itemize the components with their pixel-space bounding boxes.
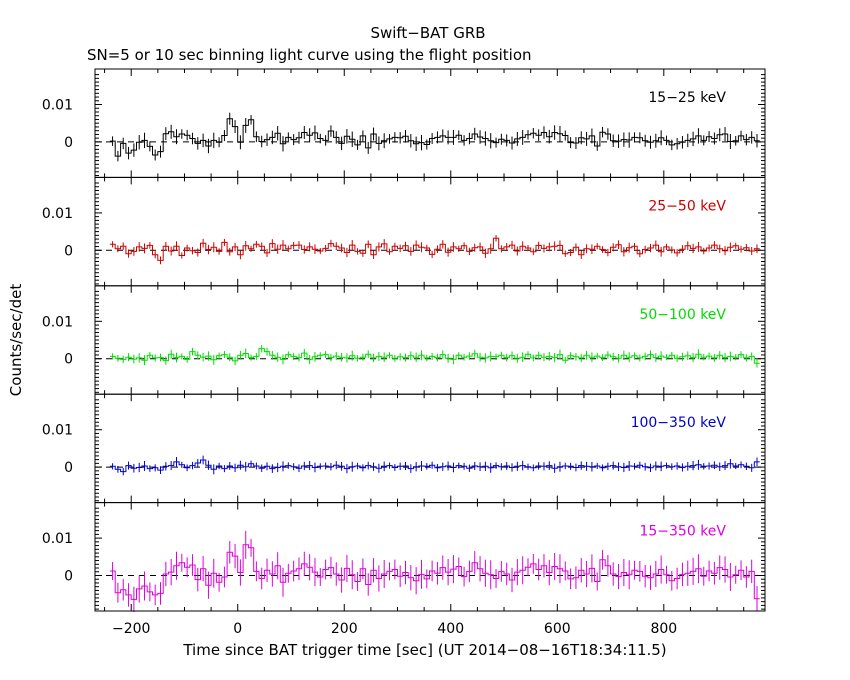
x-tick-label: 800 [650, 621, 677, 637]
series-step-line [109, 237, 760, 261]
y-tick-label: 0 [64, 352, 73, 368]
panel-frame [94, 68, 766, 178]
y-tick-label: 0.01 [42, 531, 73, 547]
y-tick-label: 0.01 [42, 206, 73, 222]
panel-1: 0 0.01 15−25 keV [42, 68, 766, 178]
band-label: 100−350 keV [631, 415, 727, 431]
series-step-line [109, 459, 760, 473]
panel-2: 0 0.01 25−50 keV [42, 176, 766, 287]
y-tick-label: 0 [64, 460, 73, 476]
panel-frame [94, 393, 766, 504]
x-tick-label: 400 [437, 621, 464, 637]
panel-5: 0 0.01 15−350 keV [42, 502, 766, 613]
panel-frame [94, 176, 766, 287]
panel-4: 0 0.01 100−350 keV [42, 393, 766, 504]
panel-frame [94, 285, 766, 395]
band-label: 15−25 keV [648, 90, 726, 106]
y-tick-label: 0.01 [42, 314, 73, 330]
series-step-line [109, 348, 760, 364]
x-axis-label: Time since BAT trigger time [sec] (UT 20… [182, 641, 666, 659]
chart-subtitle: SN=5 or 10 sec binning light curve using… [87, 46, 532, 64]
band-label: 15−350 keV [639, 524, 726, 540]
series-step-line [109, 544, 760, 600]
x-tick-labels: −200 0 200 400 600 800 [112, 621, 677, 637]
y-axis-label: Counts/sec/det [7, 284, 25, 397]
panel-3: 0 0.01 50−100 keV [42, 285, 766, 395]
series-step-line [109, 118, 760, 157]
x-tick-label: 600 [544, 621, 571, 637]
y-tick-label: 0.01 [42, 423, 73, 439]
band-label: 25−50 keV [648, 198, 726, 214]
panels-group: 0 0.01 15−25 keV 0 0.01 25−50 keV 0 0.01 50−100 … [42, 68, 766, 613]
y-tick-label: 0 [64, 243, 73, 259]
y-tick-label: 0 [64, 568, 73, 584]
band-label: 50−100 keV [639, 307, 726, 323]
panel-frame [94, 502, 766, 612]
x-tick-label: −200 [112, 621, 150, 637]
y-tick-label: 0.01 [42, 98, 73, 114]
chart-title: Swift−BAT GRB [370, 24, 485, 42]
x-tick-label: 0 [233, 621, 242, 637]
x-tick-label: 200 [331, 621, 358, 637]
y-tick-label: 0 [64, 135, 73, 151]
